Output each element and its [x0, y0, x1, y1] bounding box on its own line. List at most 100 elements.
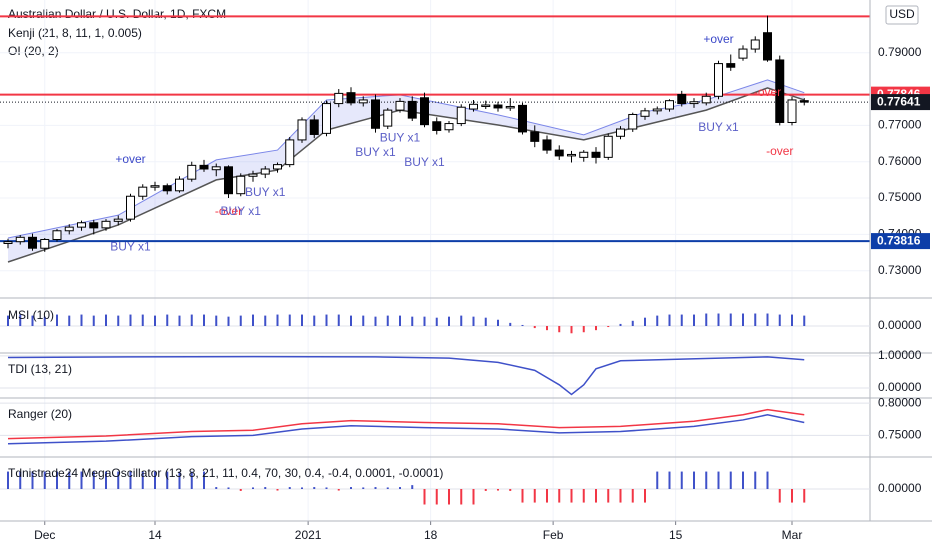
histogram-bar [644, 317, 646, 326]
candle-body [3, 241, 13, 244]
annotation: -over [754, 85, 781, 99]
histogram-bar [68, 315, 71, 326]
histogram-bar [313, 315, 316, 326]
histogram-bar [92, 315, 95, 326]
histogram-bar [742, 471, 744, 489]
candle-body [15, 236, 25, 243]
x-tick-label: 2021 [295, 528, 322, 542]
histogram-bar [619, 489, 622, 503]
candle-body [505, 105, 515, 109]
histogram-bar [337, 314, 340, 326]
histogram-bar [374, 316, 377, 326]
y-tick-label: 0.77000 [878, 118, 922, 132]
histogram-bar [411, 316, 414, 326]
candle-body [407, 100, 417, 119]
histogram-bar [239, 315, 242, 326]
histogram-bar [56, 471, 58, 489]
candle-body [346, 92, 356, 104]
histogram-bar [521, 324, 524, 326]
histogram-bar [803, 489, 806, 503]
candle-body [28, 236, 37, 249]
x-tick-label: 18 [424, 528, 438, 542]
histogram-bar [154, 315, 156, 326]
chart-title: Australian Dollar / U.S. Dollar, 1D, FXC… [8, 7, 226, 21]
histogram-bar [570, 326, 573, 334]
histogram-bar [472, 489, 475, 505]
histogram-bar [435, 489, 438, 505]
histogram-bar [644, 489, 646, 503]
candle-body [162, 185, 172, 192]
annotation: +over [115, 152, 145, 166]
indicator-label: OI (20, 2) [8, 44, 59, 58]
histogram-bar [154, 471, 156, 489]
histogram-bar [472, 316, 475, 326]
candle-body [652, 108, 662, 112]
y-tick-label: 0.80000 [878, 395, 922, 409]
histogram-bar [203, 471, 205, 489]
histogram-bar [546, 489, 548, 503]
annotation: BUY x1 [404, 155, 445, 169]
x-tick-label: Feb [543, 528, 564, 542]
histogram-bar [631, 320, 634, 326]
histogram-bar [497, 319, 499, 326]
candle-body [322, 103, 331, 134]
histogram-bar [190, 471, 193, 489]
histogram-bar [215, 315, 218, 326]
histogram-bar [570, 489, 573, 503]
histogram-bar [803, 315, 806, 326]
candle-body [126, 195, 135, 220]
histogram-bar [595, 326, 597, 331]
histogram-bar [141, 314, 144, 326]
histogram-bar [264, 315, 267, 326]
histogram-bar [448, 316, 450, 326]
histogram-bar [533, 326, 536, 329]
candle-body [420, 97, 429, 126]
histogram-bar [313, 487, 316, 489]
annotation: -over [215, 204, 242, 218]
candle-body [236, 175, 246, 195]
histogram-bar [680, 314, 683, 326]
histogram-bar [215, 487, 218, 489]
last-price-label: 0.77641 [877, 94, 921, 108]
x-tick-label: Mar [782, 528, 803, 542]
histogram-bar [766, 313, 769, 326]
candle-body [763, 32, 772, 61]
candle-body [187, 164, 197, 180]
histogram-bar [92, 471, 95, 489]
histogram-bar [693, 471, 695, 489]
histogram-bar [399, 315, 401, 326]
candle-body [518, 104, 527, 133]
histogram-bar [791, 489, 793, 503]
histogram-bar [31, 471, 34, 489]
candle-body [113, 218, 123, 222]
candle-body [665, 100, 674, 110]
candle-body [689, 101, 699, 105]
histogram-bar [288, 487, 291, 489]
candle-body [371, 99, 380, 129]
y-tick-label: 0.73000 [878, 263, 922, 277]
histogram-bar [460, 315, 463, 326]
histogram-bar [68, 471, 71, 489]
histogram-bar [705, 313, 708, 326]
candle-body [285, 139, 295, 166]
candle-body [628, 113, 638, 130]
candle-body [89, 222, 99, 229]
histogram-bar [129, 314, 132, 326]
candle-body [456, 106, 466, 125]
annotation: +over [703, 32, 733, 46]
histogram-bar [80, 314, 83, 326]
histogram-bar [705, 471, 708, 489]
histogram-bar [411, 485, 414, 489]
y-tick-label: 0.75000 [878, 190, 922, 204]
candle-body [726, 63, 736, 68]
histogram-bar [791, 314, 793, 326]
histogram-bar [227, 487, 230, 489]
histogram-bar [558, 326, 561, 333]
candle-body [199, 164, 209, 170]
level-label-box [871, 233, 930, 250]
indicator-line [7, 414, 805, 445]
candle-body [750, 39, 760, 50]
histogram-bar [754, 471, 757, 489]
candle-body [52, 230, 62, 240]
histogram-bar [546, 326, 548, 331]
